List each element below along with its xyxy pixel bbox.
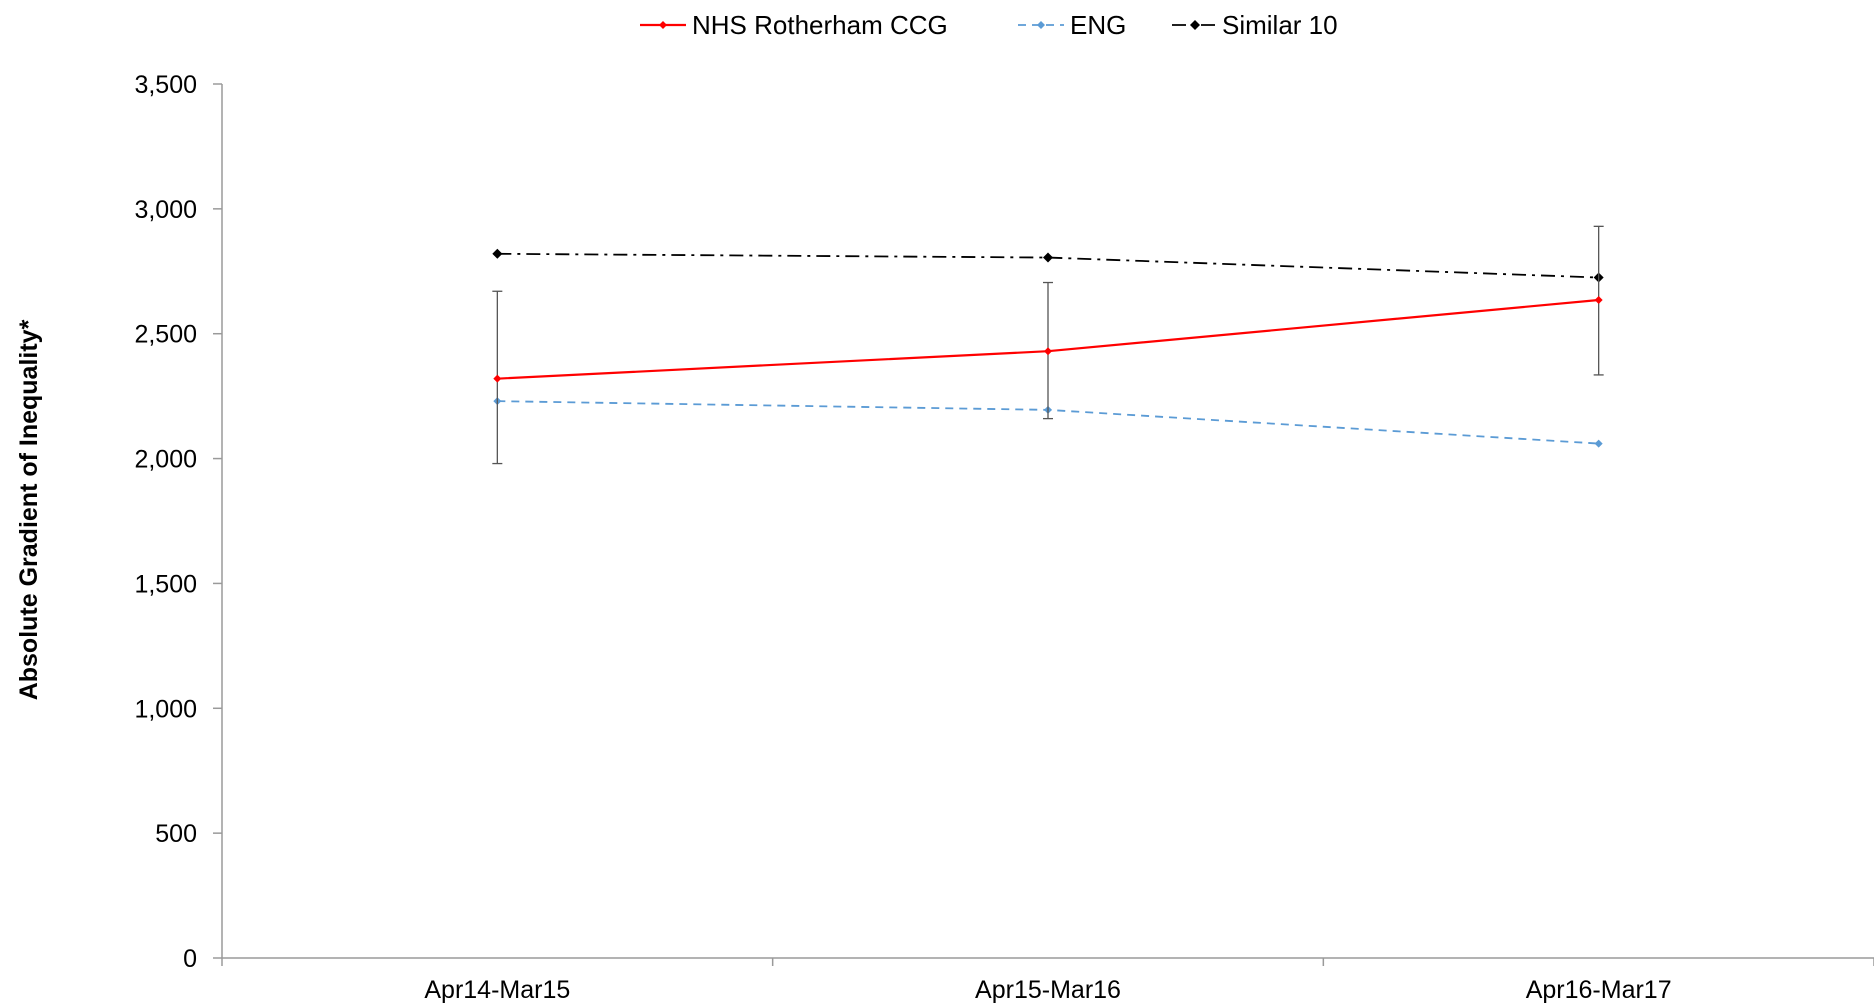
legend-label: Similar 10 bbox=[1222, 10, 1338, 40]
legend-marker bbox=[1190, 20, 1200, 30]
x-tick-label: Apr16-Mar17 bbox=[1526, 976, 1672, 1003]
legend-marker bbox=[1037, 21, 1045, 29]
y-tick-label: 1,000 bbox=[134, 695, 197, 723]
legend-label: ENG bbox=[1070, 10, 1126, 40]
data-point-marker bbox=[1594, 296, 1603, 305]
legend-item: Similar 10 bbox=[1172, 10, 1338, 40]
y-tick-label: 3,500 bbox=[134, 71, 197, 99]
series-similar-10 bbox=[492, 248, 1604, 283]
legend-label: NHS Rotherham CCG bbox=[692, 10, 948, 40]
legend: NHS Rotherham CCG ENG Similar 10 bbox=[640, 10, 1338, 40]
axes: 0 500 1,000 1,500 2,000 2,500 3,000 3,500 Apr14-… bbox=[134, 71, 1874, 1004]
series-nhs-rotherham-ccg bbox=[492, 225, 1604, 465]
y-tick-label: 0 bbox=[183, 945, 197, 973]
y-tick-label: 2,000 bbox=[134, 446, 197, 474]
y-axis-title: Absolute Gradient of Inequality* bbox=[15, 319, 43, 700]
legend-item: NHS Rotherham CCG bbox=[640, 10, 948, 40]
y-tick-label: 3,000 bbox=[134, 196, 197, 224]
x-tick-label: Apr15-Mar16 bbox=[975, 976, 1121, 1003]
data-point-marker bbox=[1043, 252, 1053, 263]
legend-marker bbox=[659, 21, 667, 29]
data-point-marker bbox=[493, 374, 502, 383]
legend-item: ENG bbox=[1018, 10, 1126, 40]
data-point-marker bbox=[1594, 439, 1603, 448]
data-point-marker bbox=[1044, 347, 1052, 356]
y-tick-label: 500 bbox=[155, 820, 197, 848]
y-tick-label: 2,500 bbox=[134, 321, 197, 349]
data-point-marker bbox=[492, 248, 503, 259]
y-tick-label: 1,500 bbox=[134, 570, 197, 598]
series-line bbox=[497, 252, 1599, 279]
series-layer bbox=[492, 225, 1604, 465]
x-tick-label: Apr14-Mar15 bbox=[424, 976, 570, 1003]
